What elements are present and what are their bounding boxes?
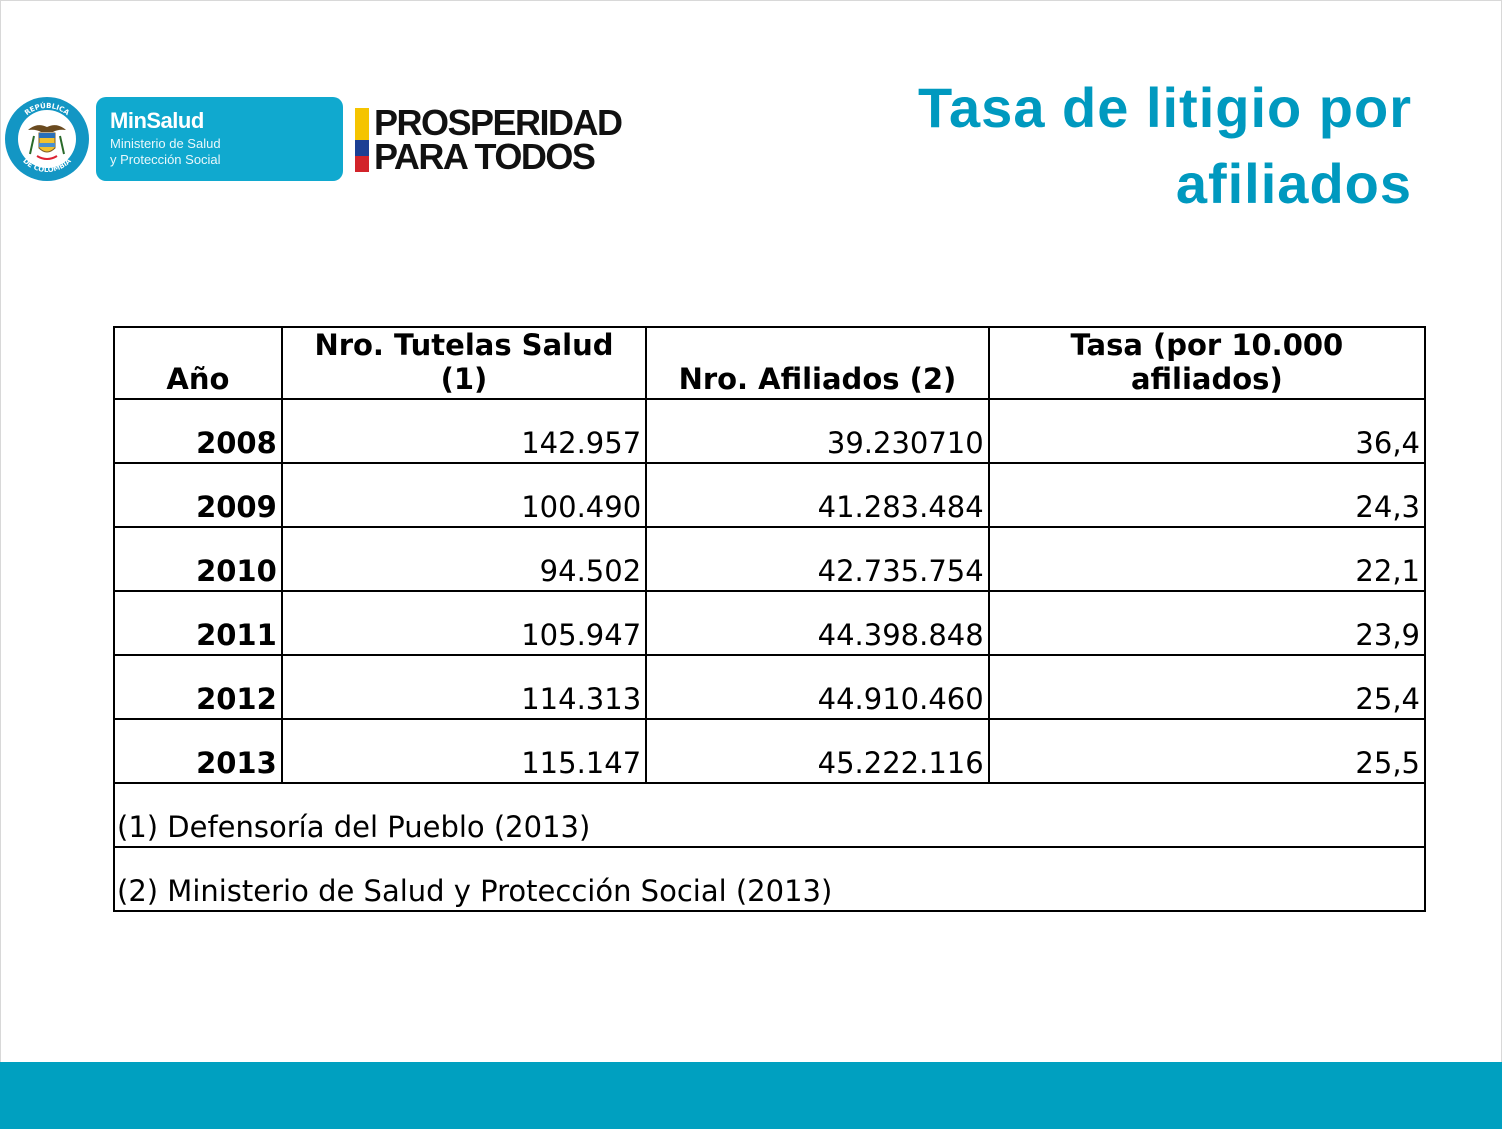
cell-tutelas: 115.147 <box>280 718 648 784</box>
cell-year: 2008 <box>113 398 283 464</box>
cell-afiliados: 39.230710 <box>645 398 990 464</box>
table-row: 2012 114.313 44.910.460 25,4 <box>113 654 1427 720</box>
cell-tasa: 25,4 <box>987 654 1427 720</box>
cell-year: 2010 <box>113 526 283 592</box>
page-title: Tasa de litigio por afiliados <box>712 70 1412 222</box>
table-row: 2011 105.947 44.398.848 23,9 <box>113 590 1427 656</box>
cell-tutelas: 94.502 <box>280 526 648 592</box>
title-line-1: Tasa de litigio por <box>917 76 1412 139</box>
footer-band <box>0 1062 1502 1129</box>
cell-tutelas: 142.957 <box>280 398 648 464</box>
minsalud-name: MinSalud <box>110 108 204 133</box>
cell-tasa: 24,3 <box>987 462 1427 528</box>
table-row: 2013 115.147 45.222.116 25,5 <box>113 718 1427 784</box>
source-note-1: (1) Defensoría del Pueblo (2013) <box>113 782 1426 848</box>
header-afiliados: Nro. Afiliados (2) <box>645 326 990 400</box>
cell-tasa: 22,1 <box>987 526 1427 592</box>
table-header-row: Año Nro. Tutelas Salud (1) Nro. Afiliado… <box>113 326 1427 400</box>
prosperidad-logo-line1: PROSPERIDAD <box>374 102 623 143</box>
minsalud-subtitle-1: Ministerio de Salud <box>110 136 221 151</box>
title-line-2: afiliados <box>1175 152 1412 215</box>
prosperidad-logo-line2: PARA TODOS <box>374 136 596 177</box>
litigation-rate-table: Año Nro. Tutelas Salud (1) Nro. Afiliado… <box>113 326 1427 912</box>
cell-afiliados: 44.910.460 <box>645 654 990 720</box>
cell-tutelas: 114.313 <box>280 654 648 720</box>
cell-tutelas: 105.947 <box>280 590 648 656</box>
cell-tasa: 23,9 <box>987 590 1427 656</box>
source-note-2: (2) Ministerio de Salud y Protección Soc… <box>113 846 1426 912</box>
colombia-seal-logo: REPÚBLICA DE COLOMBIA <box>5 97 89 181</box>
minsalud-subtitle-2: y Protección Social <box>110 152 221 167</box>
header-year: Año <box>113 326 283 400</box>
cell-tutelas: 100.490 <box>280 462 648 528</box>
cell-year: 2013 <box>113 718 283 784</box>
cell-afiliados: 45.222.116 <box>645 718 990 784</box>
table-note-row: (2) Ministerio de Salud y Protección Soc… <box>113 846 1426 912</box>
header-tasa: Tasa (por 10.000 afiliados) <box>987 326 1427 400</box>
cell-year: 2009 <box>113 462 283 528</box>
cell-year: 2011 <box>113 590 283 656</box>
header-tutelas: Nro. Tutelas Salud (1) <box>280 326 648 400</box>
table-row: 2010 94.502 42.735.754 22,1 <box>113 526 1427 592</box>
cell-tasa: 36,4 <box>987 398 1427 464</box>
cell-year: 2012 <box>113 654 283 720</box>
colombia-flag-bar <box>355 108 369 172</box>
table-note-row: (1) Defensoría del Pueblo (2013) <box>113 782 1426 848</box>
minsalud-logo: MinSalud Ministerio de Salud y Protecció… <box>96 97 343 181</box>
table-row: 2009 100.490 41.283.484 24,3 <box>113 462 1427 528</box>
cell-afiliados: 42.735.754 <box>645 526 990 592</box>
cell-afiliados: 41.283.484 <box>645 462 990 528</box>
table-row: 2008 142.957 39.230710 36,4 <box>113 398 1427 464</box>
cell-afiliados: 44.398.848 <box>645 590 990 656</box>
cell-tasa: 25,5 <box>987 718 1427 784</box>
